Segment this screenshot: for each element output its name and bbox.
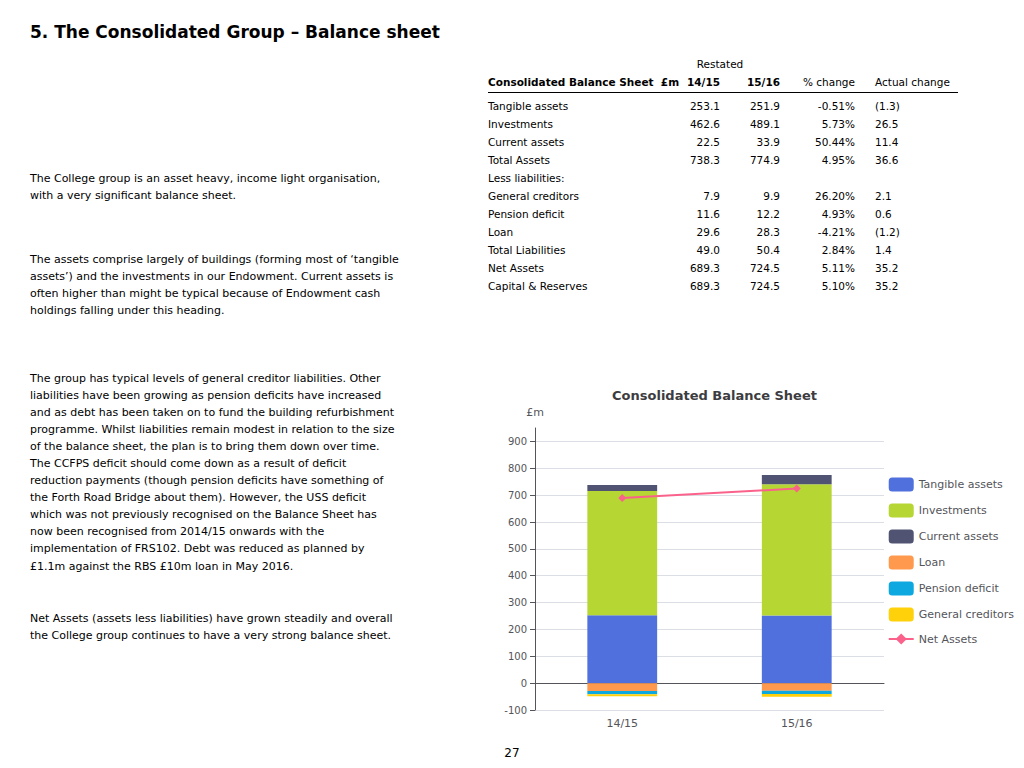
html-text:22.5: 22.5	[696, 136, 720, 148]
html-text:Total Liabilities: Total Liabilities	[488, 244, 566, 256]
html-text:26.20%: 26.20%	[815, 190, 855, 202]
html-text:Net Assets: Net Assets	[488, 262, 544, 274]
html-text:14/15: 14/15	[686, 76, 720, 88]
html-text:5.73%: 5.73%	[821, 118, 855, 130]
html-text:-0.51%: -0.51%	[817, 100, 855, 112]
html-text:251.9: 251.9	[749, 100, 780, 112]
svg-text:600: 600	[508, 517, 527, 528]
svg-text:100: 100	[508, 651, 527, 662]
svg-text:800: 800	[508, 463, 527, 474]
html-text:Actual change: Actual change	[875, 76, 950, 88]
html-text:2.1: 2.1	[875, 190, 892, 202]
html-text:Less liabilities:: Less liabilities:	[488, 172, 565, 184]
svg-text:Pension deficit: Pension deficit	[919, 582, 1000, 595]
html-text:49.0: 49.0	[696, 244, 720, 256]
html-text:11.6: 11.6	[696, 208, 720, 220]
html-text:29.6: 29.6	[696, 226, 720, 238]
svg-text:-100: -100	[504, 705, 527, 716]
html-text:35.2: 35.2	[875, 262, 899, 274]
html-text:Consolidated Balance Sheet £m: Consolidated Balance Sheet £m	[488, 76, 680, 88]
html-text:11.4: 11.4	[875, 136, 899, 148]
html-text:1.4: 1.4	[875, 244, 892, 256]
svg-text:0: 0	[521, 678, 527, 689]
html-text:-4.21%: -4.21%	[817, 226, 855, 238]
svg-text:500: 500	[508, 543, 527, 554]
html-text:The assets comprise largely of: The assets comprise largely of buildings…	[30, 253, 399, 318]
html-text:774.9: 774.9	[749, 154, 780, 166]
svg-text:General creditors: General creditors	[919, 608, 1015, 621]
html-text:4.95%: 4.95%	[821, 154, 855, 166]
html-text:35.2: 35.2	[875, 280, 899, 292]
html-text:12.2: 12.2	[756, 208, 780, 220]
html-text:5. The Consolidated Group – Ba: 5. The Consolidated Group – Balance shee…	[30, 22, 440, 42]
html-text:724.5: 724.5	[749, 262, 780, 274]
html-text:50.44%: 50.44%	[815, 136, 855, 148]
html-text:4.93%: 4.93%	[821, 208, 855, 220]
html-text:689.3: 689.3	[689, 280, 720, 292]
html-text:5.11%: 5.11%	[821, 262, 855, 274]
html-text:15/16: 15/16	[746, 76, 780, 88]
svg-text:200: 200	[508, 624, 527, 635]
html-text:462.6: 462.6	[689, 118, 720, 130]
html-text:26.5: 26.5	[875, 118, 899, 130]
html-text:Loan: Loan	[488, 226, 514, 238]
html-text:% change: % change	[803, 76, 855, 88]
html-text:The group has typical levels o: The group has typical levels of general …	[30, 372, 395, 573]
html-text:(1.3): (1.3)	[875, 100, 900, 112]
html-text:33.9: 33.9	[756, 136, 780, 148]
html-text:7.9: 7.9	[703, 190, 720, 202]
html-text:0.6: 0.6	[875, 208, 892, 220]
html-text:(1.2): (1.2)	[875, 226, 900, 238]
html-text:253.1: 253.1	[689, 100, 720, 112]
html-text:738.3: 738.3	[689, 154, 720, 166]
svg-text:Loan: Loan	[919, 556, 945, 569]
html-text:9.9: 9.9	[763, 190, 780, 202]
html-text:Current assets: Current assets	[488, 136, 565, 148]
html-text:5.10%: 5.10%	[821, 280, 855, 292]
html-text:Total Assets: Total Assets	[488, 154, 550, 166]
svg-text:400: 400	[508, 570, 527, 581]
html-text:28.3: 28.3	[756, 226, 780, 238]
html-text:724.5: 724.5	[749, 280, 780, 292]
svg-text:Current assets: Current assets	[919, 530, 999, 543]
html-text:Capital & Reserves: Capital & Reserves	[488, 280, 588, 292]
html-text:Net Assets (assets less liabil: Net Assets (assets less liabilities) hav…	[30, 612, 393, 642]
html-text:27: 27	[504, 746, 520, 760]
svg-text:700: 700	[508, 490, 527, 501]
svg-text:Consolidated Balance Sheet: Consolidated Balance Sheet	[612, 388, 817, 403]
svg-text:Net Assets: Net Assets	[919, 633, 978, 646]
html-text:36.6: 36.6	[875, 154, 899, 166]
html-text:Tangible assets: Tangible assets	[488, 100, 569, 112]
html-text:50.4: 50.4	[756, 244, 780, 256]
html-text:2.84%: 2.84%	[821, 244, 855, 256]
svg-text:14/15: 14/15	[606, 717, 638, 730]
html-text:Investments: Investments	[488, 118, 553, 130]
html-text:489.1: 489.1	[749, 118, 780, 130]
svg-text:Investments: Investments	[919, 504, 987, 517]
svg-text:900: 900	[508, 436, 527, 447]
svg-text:300: 300	[508, 597, 527, 608]
svg-text:£m: £m	[526, 406, 544, 419]
html-text:The College group is an asset: The College group is an asset heavy, inc…	[30, 172, 381, 202]
html-text:Restated: Restated	[696, 58, 744, 70]
svg-text:15/16: 15/16	[781, 717, 813, 730]
html-text:Pension deficit: Pension deficit	[488, 208, 565, 220]
svg-text:Tangible assets: Tangible assets	[918, 478, 1003, 491]
html-text:689.3: 689.3	[689, 262, 720, 274]
html-text:General creditors: General creditors	[488, 190, 579, 202]
